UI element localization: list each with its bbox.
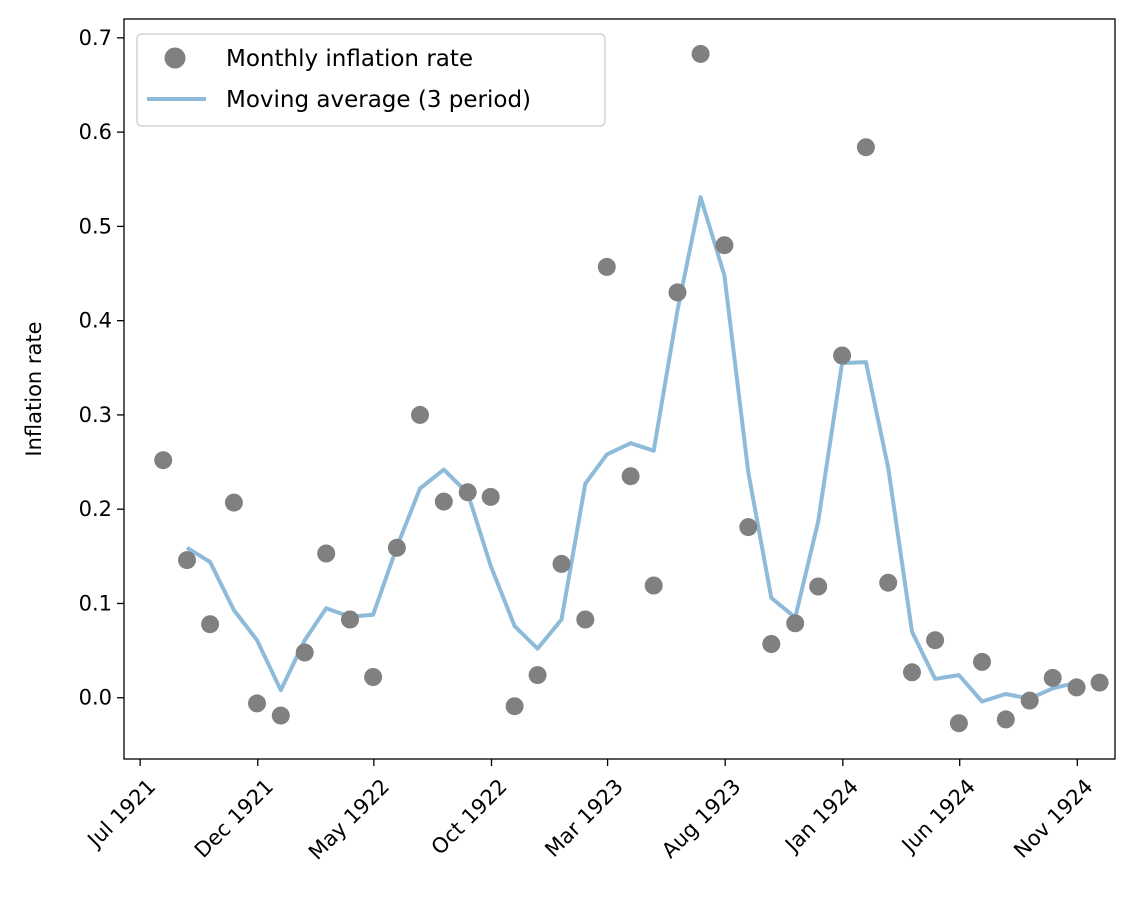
inflation-point	[505, 697, 524, 716]
inflation-point	[295, 643, 314, 662]
inflation-point	[644, 576, 663, 595]
inflation-point	[387, 538, 406, 557]
y-axis-label: Inflation rate	[22, 321, 46, 456]
x-tick-label: Dec 1921	[190, 774, 278, 862]
inflation-point	[481, 487, 500, 506]
inflation-point	[926, 631, 945, 650]
inflation-point	[668, 283, 687, 302]
inflation-point	[809, 577, 828, 596]
inflation-point	[1090, 673, 1109, 692]
inflation-point	[552, 554, 571, 573]
inflation-point	[364, 668, 383, 686]
inflation-point	[1067, 678, 1086, 697]
inflation-point	[458, 483, 477, 502]
inflation-point	[154, 451, 173, 470]
y-tick-label: 0.5	[79, 214, 112, 238]
x-tick-label: Nov 1924	[1009, 774, 1097, 862]
plot-frame	[123, 18, 1116, 760]
y-tick-label: 0.1	[79, 591, 112, 615]
inflation-point	[879, 573, 898, 592]
inflation-point	[341, 610, 359, 629]
x-tick-label: Jul 1921	[82, 774, 161, 853]
inflation-point	[178, 551, 196, 570]
y-axis: 0.0 0.1 0.2 0.3 0.4 0.5 0.6 0.7	[79, 26, 124, 710]
inflation-point	[271, 706, 290, 725]
inflation-point	[528, 666, 547, 685]
plot-area	[154, 44, 1109, 733]
inflation-point	[248, 694, 266, 713]
inflation-point	[201, 615, 220, 634]
inflation-point	[996, 710, 1015, 729]
x-tick-label: Aug 1923	[657, 774, 745, 862]
inflation-point	[833, 346, 852, 365]
legend-marker-monthly-inflation	[164, 47, 186, 69]
x-tick-label: Jun 1924	[896, 774, 980, 858]
y-tick-label: 0.0	[79, 686, 112, 710]
inflation-point	[715, 236, 734, 255]
inflation-point	[621, 467, 640, 486]
inflation-point	[786, 614, 805, 633]
x-axis: Jul 1921 Dec 1921 May 1922 Oct 1922 Mar 1923…	[82, 759, 1098, 865]
inflation-point	[576, 610, 595, 629]
inflation-point	[597, 257, 616, 276]
moving-average-line	[185, 195, 1078, 704]
y-tick-label: 0.3	[79, 403, 112, 427]
y-tick-label: 0.2	[79, 497, 112, 521]
y-tick-label: 0.6	[79, 120, 112, 144]
y-tick-label: 0.7	[79, 26, 112, 50]
y-tick-label: 0.4	[79, 309, 112, 333]
x-tick-label: Mar 1923	[540, 774, 628, 862]
inflation-point	[434, 492, 453, 511]
legend: Monthly inflation rate Moving average (3…	[136, 33, 606, 127]
x-tick-label: Oct 1922	[427, 774, 512, 859]
inflation-point	[739, 518, 758, 537]
inflation-point	[973, 652, 991, 671]
moving-average-layer	[185, 195, 1078, 704]
inflation-point	[949, 714, 968, 733]
legend-box	[136, 33, 606, 127]
inflation-point	[1043, 668, 1062, 687]
monthly-inflation-points-layer	[154, 44, 1109, 733]
legend-label-moving-average: Moving average (3 period)	[226, 87, 531, 113]
inflation-point	[1020, 691, 1039, 710]
legend-label-monthly-inflation: Monthly inflation rate	[226, 46, 473, 72]
inflation-point	[762, 635, 781, 653]
x-tick-label: Jan 1924	[779, 774, 863, 858]
inflation-point	[903, 663, 921, 682]
x-tick-label: May 1922	[304, 774, 394, 864]
inflation-point	[224, 493, 243, 512]
inflation-point	[691, 44, 710, 63]
inflation-point	[411, 405, 429, 424]
inflation-point	[856, 138, 875, 157]
inflation-point	[317, 544, 336, 563]
